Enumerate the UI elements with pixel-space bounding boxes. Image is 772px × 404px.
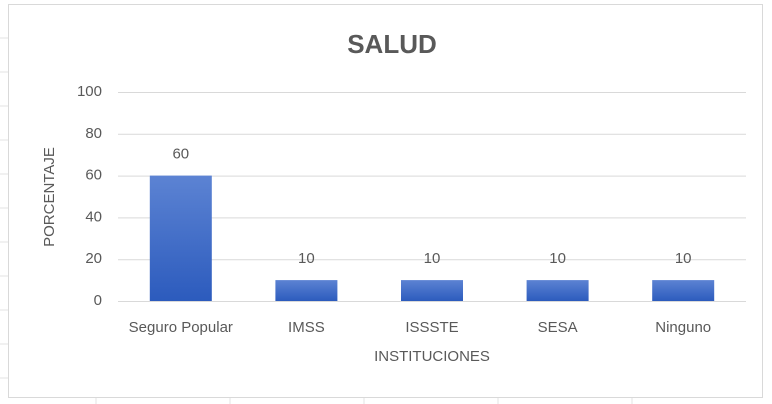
chart-title: SALUD	[347, 29, 437, 59]
x-tick-label: Seguro Popular	[129, 319, 233, 336]
y-tick-label: 0	[94, 292, 102, 309]
data-label: 10	[675, 250, 692, 267]
bar	[275, 280, 338, 301]
y-tick-label: 40	[85, 208, 102, 225]
bar	[652, 280, 715, 301]
y-tick-label: 60	[85, 167, 102, 184]
y-tick-label: 80	[85, 125, 102, 142]
y-axis-label: PORCENTAJE	[41, 147, 58, 247]
sheet-cells	[0, 37, 633, 404]
bar	[149, 175, 212, 301]
x-tick-label: IMSS	[288, 319, 325, 336]
y-tick-label: 20	[85, 250, 102, 267]
bar	[401, 280, 463, 301]
chart-area	[8, 4, 763, 398]
x-axis-label: INSTITUCIONES	[374, 348, 490, 365]
data-label: 10	[549, 250, 566, 267]
x-tick-label: Ninguno	[655, 319, 711, 336]
y-tick-label: 100	[77, 83, 102, 100]
x-tick-label: SESA	[538, 319, 578, 336]
data-label: 60	[172, 146, 189, 163]
bar	[526, 280, 589, 301]
data-label: 10	[298, 250, 315, 267]
data-label: 10	[424, 250, 441, 267]
x-tick-label: ISSSTE	[405, 319, 458, 336]
